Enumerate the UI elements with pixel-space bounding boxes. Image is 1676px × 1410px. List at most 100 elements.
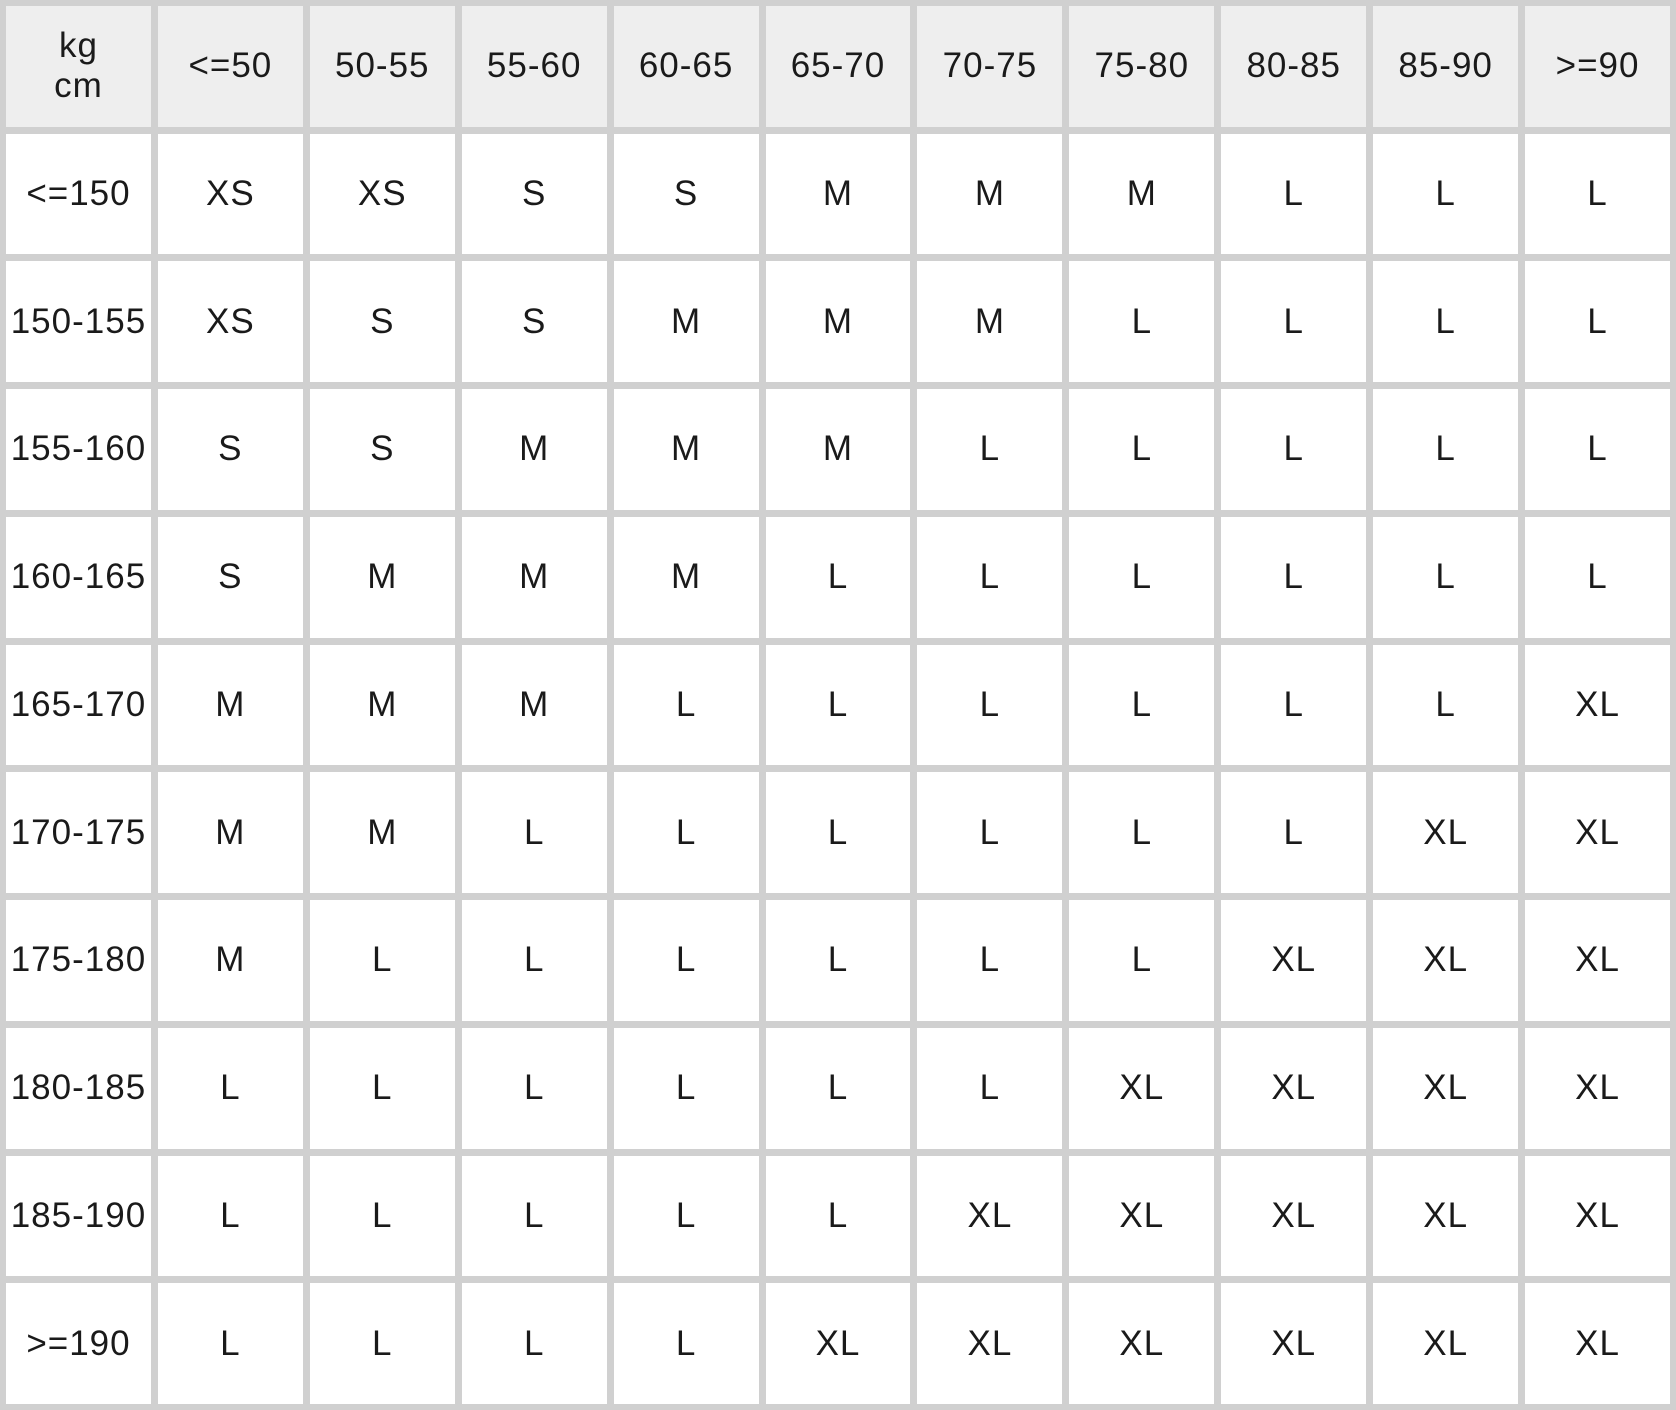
size-cell: M — [613, 516, 759, 638]
size-cell: XL — [1373, 772, 1519, 894]
size-cell: L — [1373, 133, 1519, 255]
corner-header: kg cm — [6, 6, 151, 127]
height-unit-label: cm — [54, 66, 103, 106]
height-row-header: 170-175 — [6, 772, 151, 894]
size-cell: L — [917, 516, 1063, 638]
size-cell: S — [157, 389, 303, 510]
height-row-header: 150-155 — [6, 261, 151, 383]
size-cell: L — [917, 389, 1063, 510]
height-row-header: 180-185 — [6, 1027, 151, 1149]
size-cell: L — [765, 516, 911, 638]
size-cell: M — [765, 389, 911, 510]
weight-column-header: 70-75 — [917, 6, 1063, 127]
size-cell: L — [1221, 133, 1367, 255]
height-row-header: 155-160 — [6, 389, 151, 510]
size-cell: S — [461, 261, 607, 383]
weight-column-header: 80-85 — [1221, 6, 1367, 127]
weight-unit-label: kg — [58, 26, 98, 66]
size-cell: M — [157, 772, 303, 894]
size-cell: L — [461, 1027, 607, 1149]
size-cell: L — [157, 1283, 303, 1404]
height-row-header: <=150 — [6, 133, 151, 255]
size-cell: M — [917, 133, 1063, 255]
size-cell: M — [157, 644, 303, 766]
weight-column-header: >=90 — [1525, 6, 1670, 127]
size-cell: L — [309, 1155, 455, 1277]
height-row-header: 175-180 — [6, 900, 151, 1021]
size-cell: L — [917, 644, 1063, 766]
size-cell: L — [1373, 516, 1519, 638]
size-cell: XL — [1221, 1027, 1367, 1149]
size-cell: XL — [1525, 644, 1670, 766]
size-cell: M — [1069, 133, 1215, 255]
size-cell: L — [461, 1155, 607, 1277]
size-cell: M — [765, 133, 911, 255]
size-cell: XS — [157, 133, 303, 255]
size-cell: L — [1373, 644, 1519, 766]
size-cell: L — [1525, 516, 1670, 638]
size-cell: L — [613, 900, 759, 1021]
size-cell: L — [1221, 389, 1367, 510]
size-cell: L — [1221, 644, 1367, 766]
size-cell: L — [1373, 261, 1519, 383]
size-cell: M — [309, 772, 455, 894]
size-cell: L — [765, 1027, 911, 1149]
size-cell: XL — [917, 1155, 1063, 1277]
size-cell: L — [1069, 772, 1215, 894]
size-cell: XL — [1069, 1283, 1215, 1404]
weight-column-header: 50-55 — [309, 6, 455, 127]
size-cell: L — [1221, 516, 1367, 638]
size-cell: S — [309, 389, 455, 510]
size-cell: L — [917, 900, 1063, 1021]
size-cell: L — [765, 644, 911, 766]
size-cell: L — [613, 1155, 759, 1277]
size-cell: L — [613, 1283, 759, 1404]
size-cell: XS — [157, 261, 303, 383]
size-cell: XL — [1373, 1155, 1519, 1277]
size-cell: L — [309, 1027, 455, 1149]
size-cell: L — [613, 772, 759, 894]
weight-column-header: 55-60 — [461, 6, 607, 127]
weight-column-header: 60-65 — [613, 6, 759, 127]
size-cell: L — [765, 1155, 911, 1277]
size-cell: L — [1069, 644, 1215, 766]
size-cell: L — [917, 772, 1063, 894]
weight-column-header: 65-70 — [765, 6, 911, 127]
size-cell: M — [765, 261, 911, 383]
size-cell: M — [613, 261, 759, 383]
size-cell: L — [613, 1027, 759, 1149]
weight-column-header: 75-80 — [1069, 6, 1215, 127]
size-cell: XL — [1525, 772, 1670, 894]
size-cell: S — [613, 133, 759, 255]
height-row-header: >=190 — [6, 1283, 151, 1404]
size-cell: S — [157, 516, 303, 638]
weight-column-header: 85-90 — [1373, 6, 1519, 127]
size-cell: L — [1525, 133, 1670, 255]
size-cell: XL — [917, 1283, 1063, 1404]
size-cell: L — [1525, 261, 1670, 383]
size-cell: M — [613, 389, 759, 510]
size-cell: XL — [1525, 1155, 1670, 1277]
size-cell: S — [461, 133, 607, 255]
size-cell: XS — [309, 133, 455, 255]
size-cell: XL — [1069, 1155, 1215, 1277]
size-cell: L — [309, 1283, 455, 1404]
weight-column-header: <=50 — [157, 6, 303, 127]
size-cell: XL — [765, 1283, 911, 1404]
size-cell: L — [613, 644, 759, 766]
size-cell: XL — [1221, 1155, 1367, 1277]
height-row-header: 160-165 — [6, 516, 151, 638]
size-cell: L — [1069, 516, 1215, 638]
size-cell: L — [1069, 389, 1215, 510]
size-cell: XL — [1525, 900, 1670, 1021]
size-cell: M — [461, 516, 607, 638]
size-cell: XL — [1221, 1283, 1367, 1404]
size-cell: M — [461, 644, 607, 766]
size-cell: L — [1221, 772, 1367, 894]
size-cell: L — [917, 1027, 1063, 1149]
size-cell: XL — [1525, 1027, 1670, 1149]
size-cell: XL — [1373, 900, 1519, 1021]
height-row-header: 165-170 — [6, 644, 151, 766]
size-cell: L — [309, 900, 455, 1021]
